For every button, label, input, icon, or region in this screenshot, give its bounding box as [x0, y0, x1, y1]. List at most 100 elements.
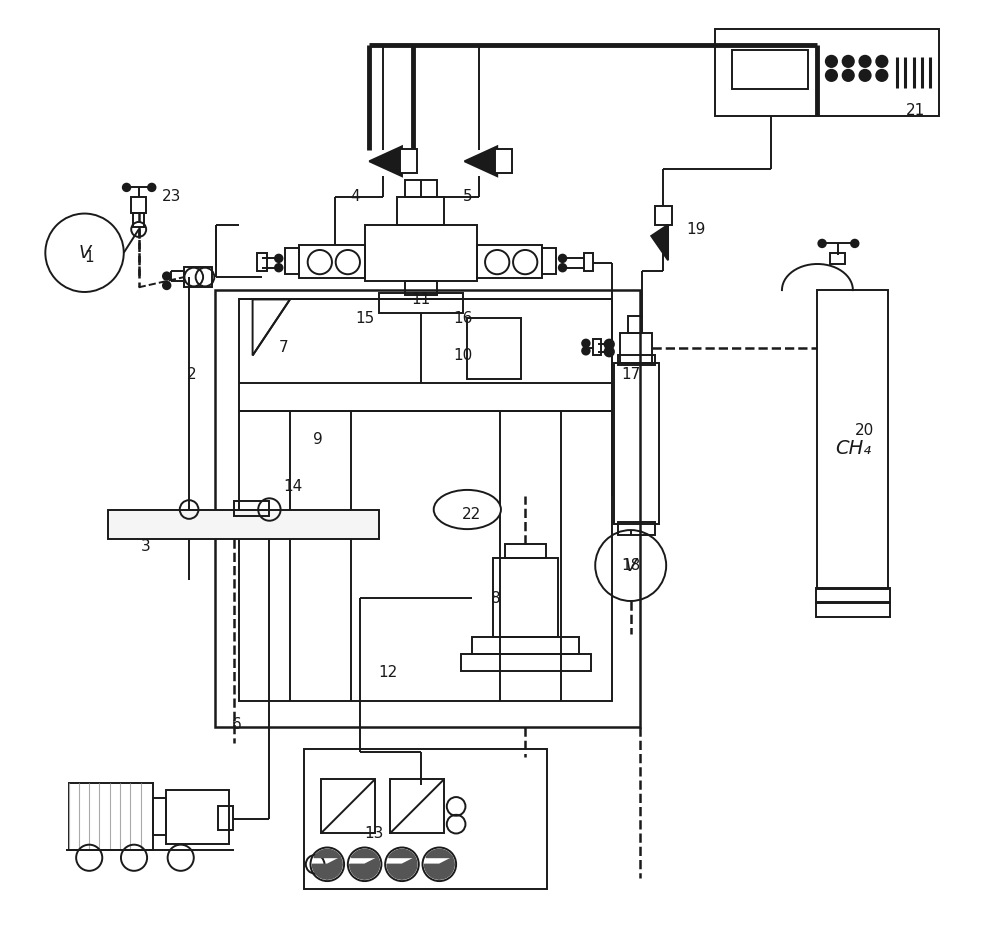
Bar	[153, 798, 166, 835]
Bar	[405, 280, 437, 295]
Bar	[477, 245, 542, 278]
Text: 6: 6	[232, 717, 242, 732]
Bar	[390, 780, 444, 833]
Bar	[365, 224, 477, 280]
Bar	[493, 558, 558, 638]
Bar	[618, 522, 655, 535]
Bar	[239, 299, 612, 701]
Circle shape	[859, 56, 871, 67]
Text: 23: 23	[162, 189, 181, 204]
Bar	[732, 50, 808, 90]
Text: 18: 18	[621, 558, 640, 573]
Text: 20: 20	[854, 423, 874, 438]
Bar	[285, 248, 299, 274]
Bar	[133, 212, 144, 226]
Bar	[131, 196, 146, 212]
Bar	[593, 338, 601, 355]
Circle shape	[843, 56, 854, 67]
Bar	[628, 316, 642, 333]
Bar	[816, 602, 890, 617]
Bar	[542, 248, 556, 274]
Text: 4: 4	[350, 189, 360, 204]
Text: 9: 9	[313, 432, 323, 447]
Circle shape	[818, 239, 826, 247]
Circle shape	[826, 70, 837, 81]
Text: 5: 5	[463, 189, 472, 204]
Text: 14: 14	[283, 479, 302, 494]
Bar	[614, 363, 659, 524]
Bar	[618, 355, 655, 365]
Text: 15: 15	[355, 310, 374, 325]
Bar	[108, 510, 379, 539]
Bar	[215, 290, 640, 727]
Text: 16: 16	[453, 310, 472, 325]
Circle shape	[605, 339, 614, 349]
Circle shape	[582, 347, 590, 354]
Circle shape	[826, 56, 837, 67]
Bar	[830, 252, 845, 264]
Bar	[495, 150, 512, 173]
Text: 17: 17	[621, 367, 640, 381]
Text: 22: 22	[462, 507, 482, 522]
Bar	[184, 266, 212, 287]
Circle shape	[876, 56, 887, 67]
Text: 10: 10	[453, 348, 472, 363]
Circle shape	[843, 70, 854, 81]
Text: 13: 13	[364, 826, 384, 841]
Bar	[166, 789, 229, 843]
Circle shape	[123, 183, 130, 191]
Text: CH₄: CH₄	[835, 439, 871, 458]
Bar	[816, 588, 890, 603]
Bar	[234, 501, 269, 516]
Polygon shape	[351, 849, 378, 857]
Polygon shape	[651, 224, 668, 260]
Bar	[218, 806, 233, 829]
Text: 3: 3	[140, 539, 150, 554]
Bar	[505, 544, 546, 558]
Circle shape	[582, 339, 590, 347]
Bar	[304, 750, 547, 889]
Bar	[397, 196, 444, 224]
Text: 19: 19	[686, 222, 706, 237]
Bar	[655, 206, 672, 224]
Circle shape	[163, 281, 170, 289]
Text: 8: 8	[491, 591, 500, 606]
Text: 7: 7	[279, 340, 288, 355]
Polygon shape	[389, 849, 415, 857]
Bar	[405, 180, 437, 196]
Polygon shape	[314, 849, 341, 857]
Bar	[472, 638, 579, 654]
Bar	[321, 780, 375, 833]
Text: V: V	[78, 244, 91, 262]
Circle shape	[148, 183, 155, 191]
Bar	[299, 245, 365, 278]
Ellipse shape	[434, 490, 501, 529]
Circle shape	[559, 254, 566, 262]
Text: 11: 11	[411, 292, 430, 307]
Circle shape	[876, 70, 887, 81]
Text: 1: 1	[84, 250, 94, 265]
Bar	[817, 290, 888, 589]
Bar	[379, 293, 463, 313]
Bar	[461, 654, 591, 671]
Bar	[257, 252, 267, 271]
Polygon shape	[387, 857, 417, 879]
Bar	[620, 333, 652, 363]
Circle shape	[559, 264, 566, 271]
Polygon shape	[350, 857, 380, 879]
Polygon shape	[465, 147, 497, 176]
Text: 2: 2	[187, 367, 197, 381]
Circle shape	[163, 272, 170, 280]
Bar	[715, 29, 939, 116]
Bar	[584, 252, 593, 271]
Text: V: V	[625, 556, 637, 574]
Bar	[400, 150, 417, 173]
Circle shape	[275, 254, 282, 262]
Bar	[467, 318, 521, 379]
Polygon shape	[426, 849, 453, 857]
Polygon shape	[424, 857, 454, 879]
Circle shape	[605, 347, 614, 356]
Bar	[69, 783, 153, 850]
Circle shape	[859, 70, 871, 81]
Text: 12: 12	[378, 666, 398, 681]
